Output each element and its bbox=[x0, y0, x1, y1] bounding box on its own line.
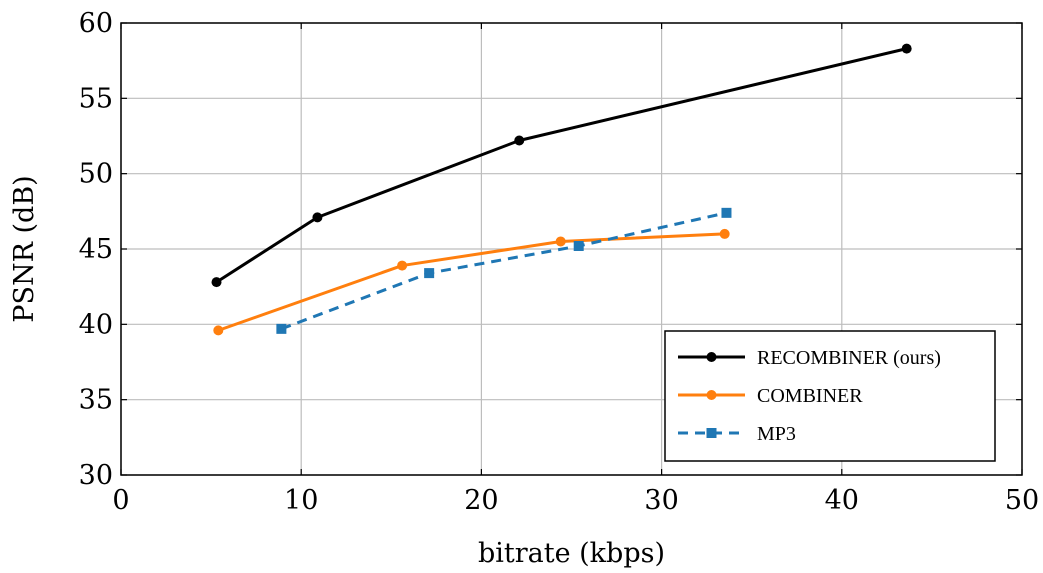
series-line-mp3 bbox=[280, 211, 727, 331]
y-tick-label: 40 bbox=[79, 309, 113, 340]
series-mp3 bbox=[276, 207, 732, 334]
y-axis-title: PSNR (dB) bbox=[9, 175, 40, 322]
x-tick-label: 0 bbox=[112, 485, 129, 516]
tick-labels: 0 10 20 30 40 50 30 35 40 45 50 55 60 bbox=[79, 8, 1040, 516]
x-tick-label: 20 bbox=[464, 485, 498, 516]
data-point-recombiner-ours bbox=[312, 212, 323, 223]
x-tick-label: 30 bbox=[644, 485, 678, 516]
legend: RECOMBINER (ours) COMBINER MP3 bbox=[664, 330, 996, 462]
data-point-mp3 bbox=[721, 207, 732, 218]
data-point-combiner bbox=[719, 228, 730, 239]
data-point-combiner bbox=[397, 260, 408, 271]
legend-label: RECOMBINER (ours) bbox=[757, 347, 941, 369]
y-tick-label: 60 bbox=[79, 8, 113, 39]
legend-entry-combiner: COMBINER bbox=[678, 385, 863, 407]
y-tick-label: 55 bbox=[79, 83, 113, 114]
legend-marker bbox=[706, 428, 717, 438]
data-point-combiner bbox=[555, 236, 566, 247]
x-tick-label: 50 bbox=[1005, 485, 1039, 516]
legend-label: MP3 bbox=[757, 423, 796, 445]
legend-marker bbox=[706, 352, 717, 362]
data-point-mp3 bbox=[276, 323, 287, 334]
data-point-recombiner-ours bbox=[211, 277, 222, 288]
legend-entry-recombiner-ours: RECOMBINER (ours) bbox=[678, 347, 941, 369]
y-tick-label: 35 bbox=[79, 385, 113, 416]
data-point-mp3 bbox=[424, 268, 435, 279]
legend-marker bbox=[706, 390, 717, 400]
y-tick-label: 30 bbox=[79, 460, 113, 491]
data-point-combiner bbox=[213, 325, 224, 336]
x-tick-label: 40 bbox=[825, 485, 859, 516]
y-tick-label: 50 bbox=[79, 159, 113, 190]
y-tick-label: 45 bbox=[79, 234, 113, 265]
x-axis-title: bitrate (kbps) bbox=[478, 538, 665, 569]
data-point-mp3 bbox=[573, 240, 584, 251]
series-layer bbox=[211, 43, 912, 336]
legend-entry-mp3: MP3 bbox=[678, 423, 796, 445]
series-line-combiner bbox=[217, 232, 725, 332]
data-point-recombiner-ours bbox=[901, 43, 912, 54]
series-recombiner-ours bbox=[211, 43, 912, 288]
series-combiner bbox=[213, 228, 730, 336]
legend-label: COMBINER bbox=[757, 385, 863, 407]
x-tick-label: 10 bbox=[284, 485, 318, 516]
data-point-recombiner-ours bbox=[514, 135, 525, 146]
series-line-recombiner-ours bbox=[215, 47, 908, 284]
